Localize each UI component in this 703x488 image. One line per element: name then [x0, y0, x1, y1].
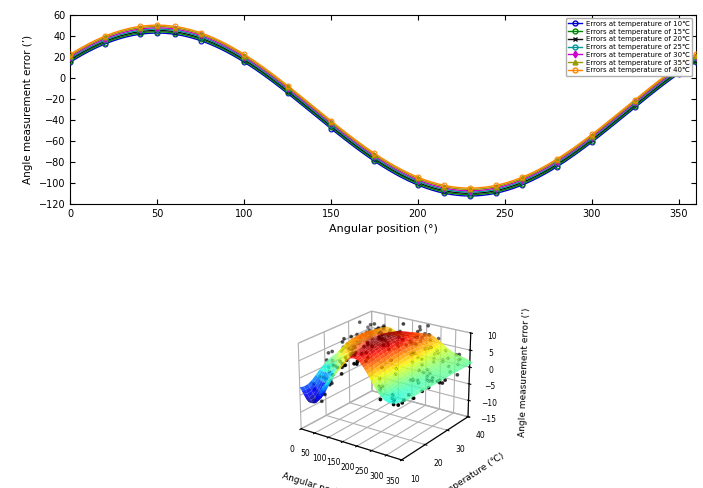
X-axis label: Angular position (°): Angular position (°): [329, 224, 437, 234]
Y-axis label: Angle measurement error (’): Angle measurement error (’): [23, 35, 33, 184]
Y-axis label: Temperature (℃): Temperature (℃): [437, 451, 506, 488]
X-axis label: Angular position (°): Angular position (°): [280, 471, 368, 488]
Legend: Errors at temperature of 10℃, Errors at temperature of 15℃, Errors at temperatur: Errors at temperature of 10℃, Errors at …: [566, 18, 692, 76]
